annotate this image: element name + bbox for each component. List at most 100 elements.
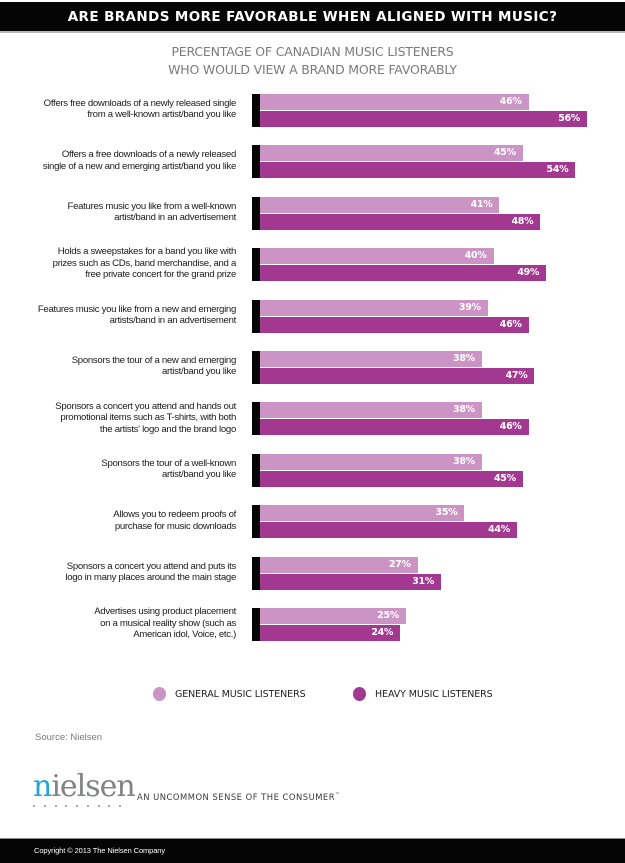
- nielsen-logo: nielsen: [33, 769, 136, 820]
- value-label-heavy: 44%: [488, 524, 510, 536]
- bar-heavy: [260, 419, 529, 436]
- value-label-heavy: 46%: [499, 421, 522, 433]
- category-label: Sponsors a concert you attend and hands …: [10, 401, 236, 436]
- value-label-heavy: 46%: [499, 318, 522, 330]
- value-label-heavy: 54%: [546, 164, 569, 176]
- legend-label-heavy: HEAVY MUSIC LISTENERS: [375, 688, 493, 700]
- bar-heavy: [260, 111, 588, 127]
- logo-dot: [86, 805, 89, 807]
- category-label-line: single of a new and emerging artist/band…: [42, 160, 237, 172]
- bar-general: [260, 94, 529, 110]
- bar-anchor: [252, 505, 260, 539]
- value-label-general: 38%: [453, 353, 475, 364]
- trademark-mark: ™: [335, 792, 341, 799]
- category-label: Sponsors the tour of a new and emerging a…: [10, 354, 237, 378]
- value-label-heavy: 45%: [493, 472, 516, 484]
- category-label-line: Offers free downloads of a newly release…: [43, 97, 237, 109]
- category-label-line: logo in many places around the main stag…: [65, 572, 236, 584]
- value-label-general: 25%: [377, 610, 399, 621]
- value-label-general: 45%: [493, 147, 516, 159]
- category-label: Advertises using product placement on a m…: [10, 606, 236, 641]
- logo-dot: [43, 805, 46, 807]
- legend-label-general: GENERAL MUSIC LISTENERS: [175, 688, 306, 700]
- category-label: Offers a free downloads of a newly relea…: [10, 149, 237, 172]
- category-label: Features music you like from a well-know…: [10, 200, 237, 224]
- legend: GENERAL MUSIC LISTENERS HEAVY MUSIC LIST…: [0, 686, 625, 702]
- bar-anchor: [252, 556, 260, 590]
- value-label-general: 35%: [435, 507, 458, 519]
- subtitle-line-2: WHO WOULD VIEW A BRAND MORE FAVORABLY: [168, 62, 457, 77]
- bar-anchor: [252, 248, 260, 282]
- legend-swatch-heavy: [353, 687, 366, 701]
- tagline: AN UNCOMMON SENSE OF THE CONSUMER™: [137, 792, 340, 802]
- bar-general: [260, 402, 482, 419]
- chart-subtitle: PERCENTAGE OF CANADIAN MUSIC LISTENERS W…: [0, 43, 625, 79]
- bar-anchor: [252, 453, 260, 487]
- category-label-line: Features music you like from a new and e…: [37, 303, 236, 315]
- logo-rest: ielsen: [51, 769, 135, 804]
- category-label-line: Allows you to redeem proofs of: [113, 509, 236, 521]
- bar-general: [260, 299, 488, 316]
- value-label-general: 46%: [499, 96, 522, 107]
- value-label-general: 41%: [470, 198, 493, 210]
- bar-chart: Offers free downloads of a newly release…: [10, 94, 588, 641]
- bar-general: [260, 248, 494, 265]
- bar-anchor: [252, 196, 260, 230]
- category-label-line: artists/band in an advertisement: [109, 315, 237, 327]
- category-label-line: artist/band you like: [162, 366, 236, 378]
- tagline-text: AN UNCOMMON SENSE OF THE CONSUMER: [137, 792, 336, 802]
- category-label-line: prizes such as CDs, band merchandise, an…: [52, 257, 237, 269]
- value-label-heavy: 48%: [511, 215, 534, 227]
- category-label-line: from a well-known artist/band you like: [87, 109, 236, 121]
- logo-dot: [76, 805, 78, 807]
- category-label: Sponsors a concert you attend and puts i…: [10, 561, 236, 584]
- category-label-line: Sponsors a concert you attend and puts i…: [66, 560, 237, 572]
- bar-heavy: [260, 573, 442, 590]
- header-band: ARE BRANDS MORE FAVORABLE WHEN ALIGNED W…: [0, 2, 625, 33]
- category-label-line: Sponsors the tour of a new and emerging: [71, 354, 237, 366]
- category-label-line: promotional items such as T-shirts, with…: [60, 412, 236, 424]
- value-label-heavy: 47%: [505, 370, 528, 381]
- chart-title: ARE BRANDS MORE FAVORABLE WHEN ALIGNED W…: [67, 8, 558, 25]
- bar-heavy: [260, 470, 523, 487]
- bar-general: [260, 145, 523, 162]
- bar-general: [260, 453, 482, 470]
- value-label-heavy: 56%: [558, 113, 581, 124]
- bar-general: [260, 351, 482, 367]
- subtitle-line-1: PERCENTAGE OF CANADIAN MUSIC LISTENERS: [171, 44, 454, 59]
- value-label-general: 38%: [453, 455, 475, 467]
- bar-anchor: [252, 402, 260, 436]
- category-label: Holds a sweepstakes for a band you like …: [10, 246, 237, 281]
- logo-first-letter: n: [33, 769, 52, 804]
- bar-general: [260, 556, 418, 573]
- legend-item-general: GENERAL MUSIC LISTENERS: [153, 686, 306, 702]
- bar-anchor: [252, 608, 260, 641]
- logo-dot: [97, 805, 100, 807]
- bar-heavy: [260, 522, 517, 539]
- bar-heavy: [260, 162, 576, 179]
- legend-swatch-general: [153, 687, 166, 701]
- category-label: Features music you like from a new and e…: [10, 304, 236, 327]
- bar-anchor: [252, 299, 260, 333]
- category-label-line: purchase for music downloads: [114, 520, 236, 532]
- bar-anchor: [252, 94, 260, 127]
- logo-dots: [33, 805, 121, 807]
- category-label-line: artist/band you like: [162, 469, 236, 481]
- category-label-line: Advertises using product placement: [94, 606, 236, 618]
- bar-heavy: [260, 213, 541, 230]
- category-label-line: free private concert for the grand prize: [85, 269, 236, 281]
- value-label-heavy: 24%: [371, 627, 394, 638]
- category-label-line: Holds a sweepstakes for a band you like …: [57, 246, 237, 258]
- category-label: Allows you to redeem proofs of purchase f…: [10, 509, 236, 532]
- bar-general: [260, 196, 500, 213]
- category-label: Offers free downloads of a newly release…: [10, 97, 237, 121]
- category-label-line: the artists' logo and the brand logo: [99, 423, 236, 435]
- bar-anchor: [252, 351, 260, 384]
- category-label-line: Sponsors the tour of a well-known: [101, 457, 236, 469]
- copyright-text: Copyright © 2013 The Nielsen Company: [34, 846, 166, 855]
- category-label-line: artist/band in an advertisement: [114, 212, 236, 224]
- value-label-general: 40%: [464, 250, 487, 262]
- category-label-line: Features music you like from a well-know…: [67, 200, 237, 212]
- logo-dot: [65, 805, 68, 807]
- logo-dot: [33, 805, 35, 807]
